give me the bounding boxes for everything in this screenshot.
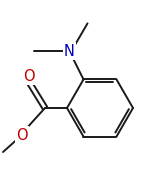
- Text: N: N: [64, 44, 75, 59]
- Text: O: O: [23, 69, 35, 83]
- Text: O: O: [16, 127, 28, 142]
